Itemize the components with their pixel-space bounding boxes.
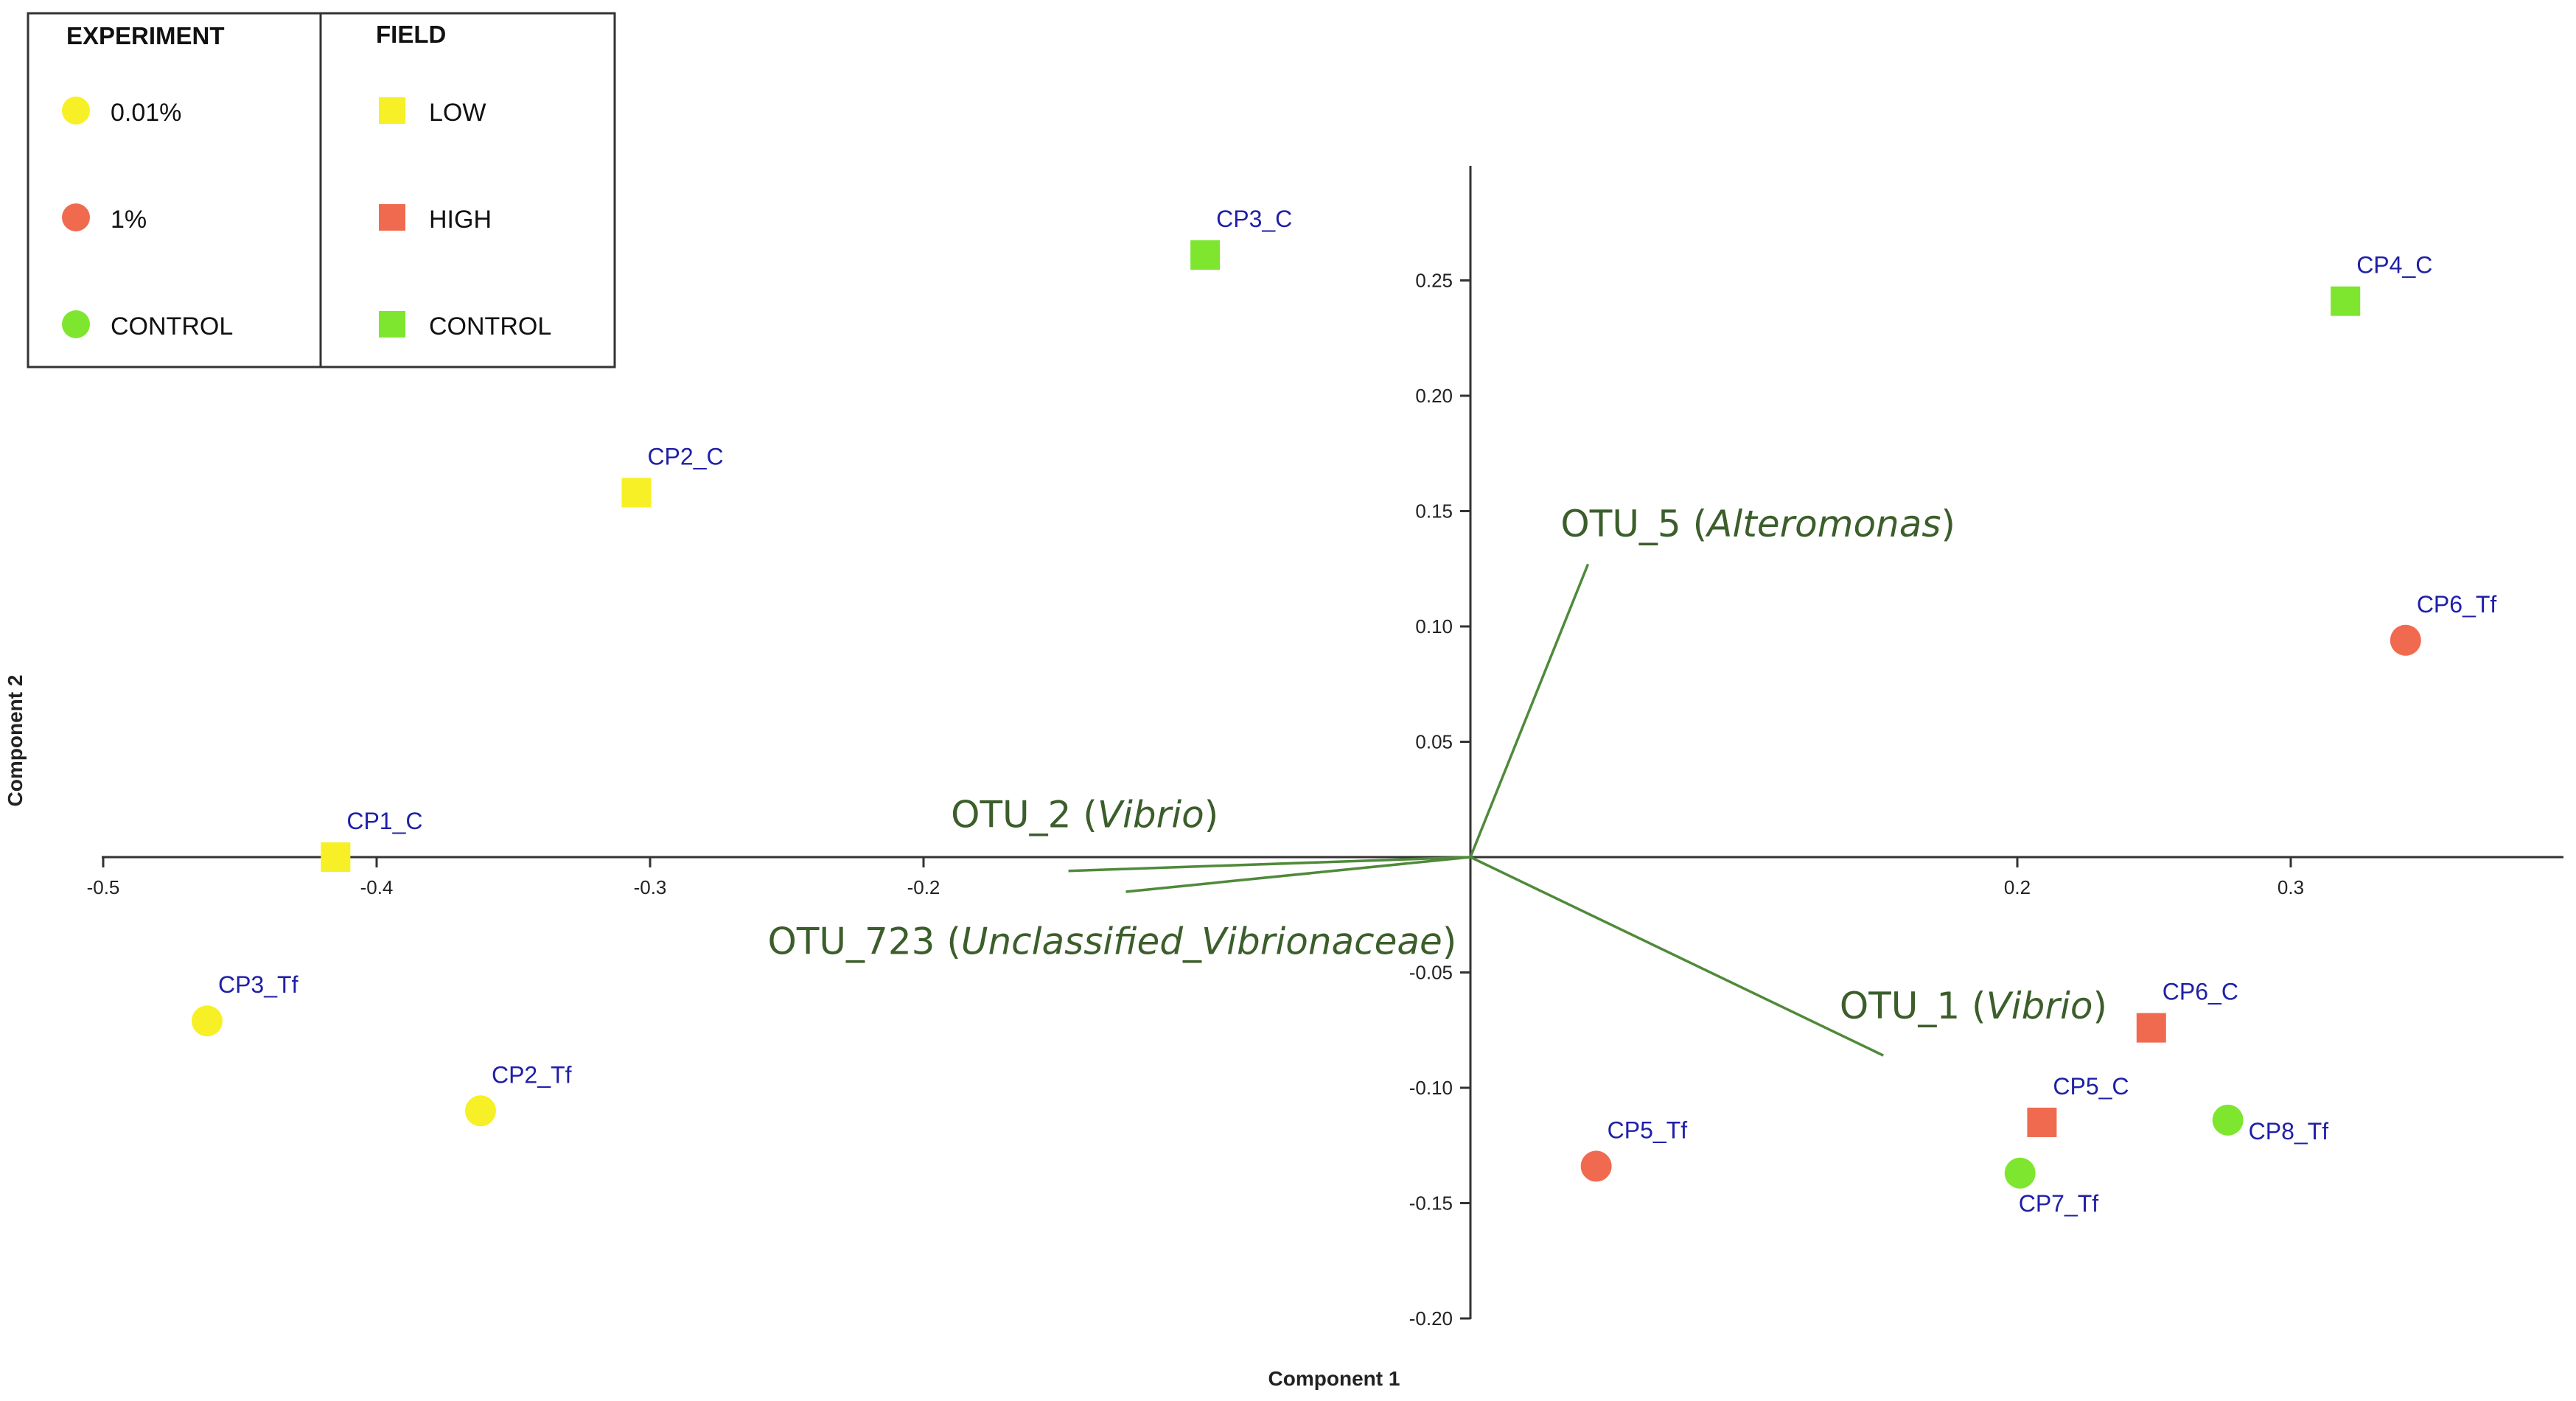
point-label: CP3_Tf — [218, 971, 299, 998]
point-label: CP7_Tf — [2019, 1190, 2099, 1217]
legend-item-label: CONTROL — [429, 312, 551, 340]
legend-item-label: 0.01% — [111, 99, 181, 127]
x-tick-label: -0.2 — [907, 876, 940, 898]
x-tick-label: -0.5 — [87, 876, 120, 898]
y-tick-label: 0.20 — [1415, 385, 1453, 407]
loading-vector-label: OTU_723 (Unclassified_Vibrionaceae) — [768, 920, 1457, 962]
loading-vector-label: OTU_2 (Vibrio) — [951, 793, 1218, 836]
legend-swatch-square — [379, 311, 405, 338]
point-marker-square — [2331, 286, 2361, 316]
point-label: CP5_C — [2053, 1073, 2129, 1100]
legend-experiment-items: 0.01% 1% CONTROL — [62, 97, 233, 340]
legend-swatch-circle — [62, 97, 90, 125]
point-label: CP5_Tf — [1608, 1117, 1688, 1143]
y-tick-label: 0.15 — [1415, 500, 1453, 523]
y-tick-label: -0.10 — [1409, 1077, 1453, 1099]
x-tick-label: 0.3 — [2277, 876, 2304, 898]
loading-vectors: OTU_5 (Alteromonas) OTU_2 (Vibrio) OTU_723… — [768, 503, 2107, 1057]
point-marker-square — [2136, 1013, 2166, 1043]
legend-item-label: HIGH — [429, 206, 492, 234]
x-axis-title: Component 1 — [1268, 1367, 1400, 1390]
point-marker-circle — [464, 1095, 496, 1127]
legend-item-label: CONTROL — [111, 312, 233, 340]
point-label: CP4_C — [2356, 252, 2432, 279]
loading-vector-label: OTU_5 (Alteromonas) — [1560, 503, 1955, 545]
point-label: CP2_C — [647, 443, 723, 469]
point-label: CP6_C — [2163, 979, 2238, 1005]
y-tick-label: -0.20 — [1409, 1307, 1453, 1330]
legend: EXPERIMENT FIELD 0.01% 1% CONTROL LOW HIGH C… — [27, 12, 616, 368]
point-marker-square — [621, 478, 652, 508]
y-tick-label: 0.25 — [1415, 270, 1453, 292]
point-marker-square — [1190, 240, 1221, 270]
x-tick-label: -0.4 — [360, 876, 394, 898]
x-tick-label: 0.2 — [2004, 876, 2031, 898]
loading-vector-line — [1068, 856, 1471, 873]
loading-vector-line — [1125, 856, 1471, 893]
scatter-points: CP3_C CP4_C CP2_C CP1_C CP6_Tf CP3_Tf CP2_Tf CP… — [191, 206, 2497, 1217]
point-marker-circle — [2004, 1157, 2036, 1189]
legend-field-title: FIELD — [376, 21, 446, 48]
point-label: CP6_Tf — [2417, 591, 2497, 618]
point-marker-circle — [2212, 1104, 2244, 1136]
y-tick-label: 0.05 — [1415, 731, 1453, 753]
point-label: CP1_C — [346, 808, 422, 834]
point-marker-square — [2027, 1107, 2057, 1137]
loading-vector-line — [1470, 856, 1884, 1057]
point-marker-circle — [2390, 624, 2421, 656]
legend-item-label: 1% — [111, 206, 147, 234]
x-tick-label: -0.3 — [634, 876, 667, 898]
legend-swatch-circle — [62, 310, 90, 338]
legend-item-label: LOW — [429, 99, 486, 127]
axes: -0.5 -0.4 -0.3 -0.2 0.2 0.3 0.25 0.20 0.15 0.10 0.… — [87, 166, 2563, 1330]
point-marker-circle — [191, 1005, 223, 1037]
y-tick-label: -0.05 — [1409, 962, 1453, 984]
loading-vector-label: OTU_1 (Vibrio) — [1840, 985, 2107, 1027]
point-marker-square — [321, 842, 351, 872]
y-tick-label: 0.10 — [1415, 615, 1453, 637]
point-label: CP8_Tf — [2249, 1118, 2329, 1145]
legend-field-items: LOW HIGH CONTROL — [379, 97, 551, 340]
legend-swatch-square — [379, 97, 405, 124]
legend-swatch-circle — [62, 203, 90, 231]
loading-vector-line — [1469, 563, 1590, 858]
point-marker-circle — [1580, 1150, 1612, 1182]
legend-experiment-title: EXPERIMENT — [66, 22, 225, 49]
legend-swatch-square — [379, 204, 405, 231]
y-tick-label: -0.15 — [1409, 1192, 1453, 1215]
y-axis-title: Component 2 — [4, 675, 27, 807]
point-label: CP3_C — [1216, 206, 1292, 232]
point-label: CP2_Tf — [492, 1061, 572, 1088]
